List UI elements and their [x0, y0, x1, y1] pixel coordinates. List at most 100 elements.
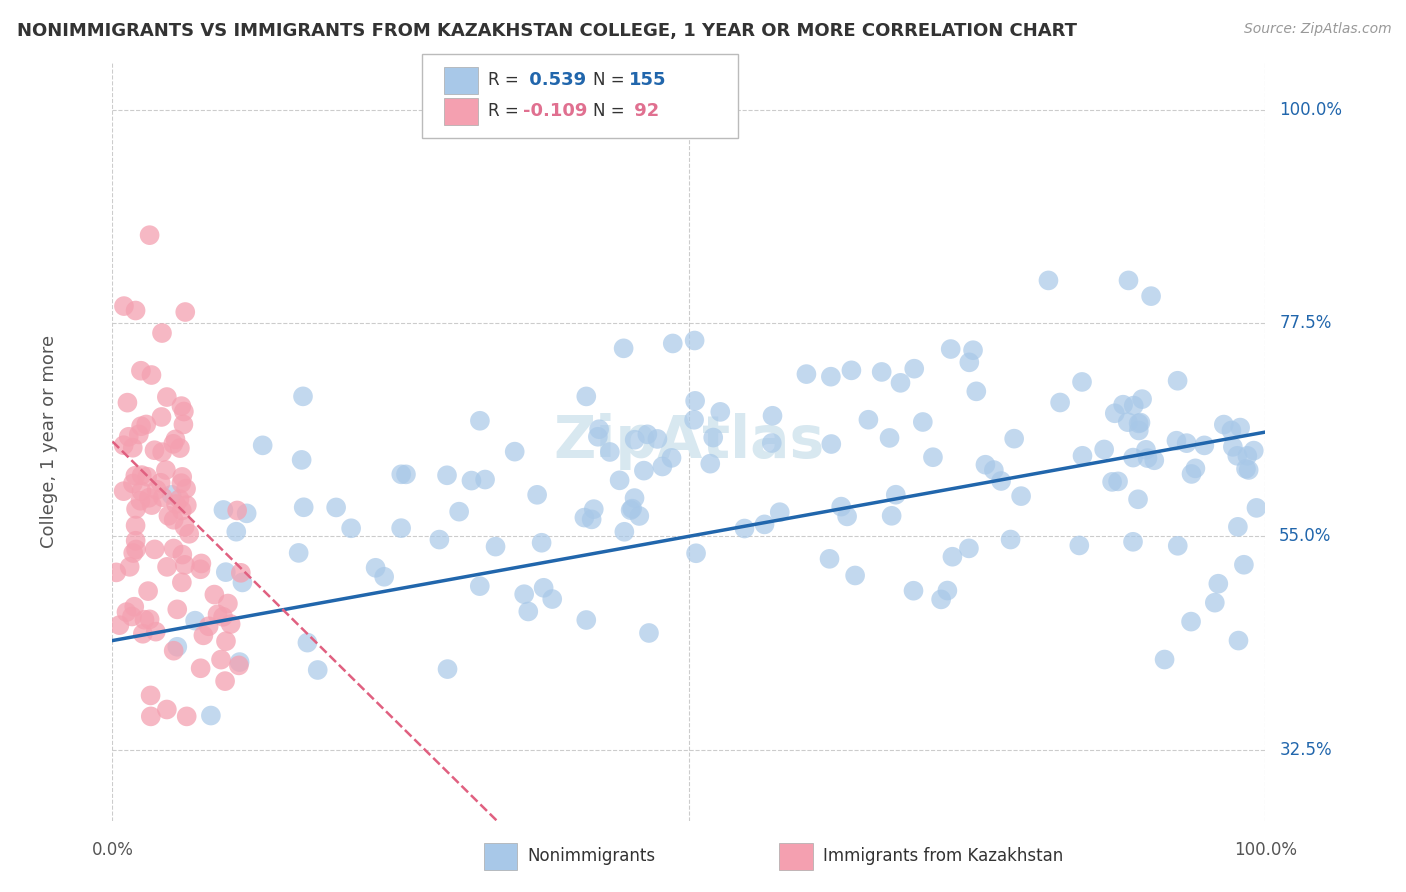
Point: [1204, 596, 1226, 610]
Point: [163, 513, 186, 527]
Point: [143, 542, 166, 557]
Point: [1122, 450, 1144, 465]
Point: [173, 520, 195, 534]
Point: [820, 437, 842, 451]
Point: [1237, 463, 1260, 477]
Point: [170, 399, 193, 413]
Text: 155: 155: [628, 71, 666, 89]
Point: [389, 521, 412, 535]
Point: [1236, 449, 1258, 463]
Point: [820, 369, 842, 384]
Point: [1101, 475, 1123, 489]
Point: [1129, 416, 1152, 430]
Point: [1166, 434, 1188, 448]
Point: [118, 430, 141, 444]
Point: [844, 568, 866, 582]
Point: [121, 609, 143, 624]
Point: [225, 524, 247, 539]
Point: [922, 450, 945, 465]
Point: [1128, 424, 1150, 438]
Point: [170, 503, 193, 517]
Point: [135, 417, 157, 432]
Point: [163, 643, 186, 657]
Point: [1227, 633, 1250, 648]
Text: 92: 92: [628, 103, 659, 120]
Point: [620, 503, 643, 517]
Text: 77.5%: 77.5%: [1279, 314, 1331, 332]
Point: [200, 708, 222, 723]
Point: [699, 457, 721, 471]
Point: [118, 559, 141, 574]
Point: [957, 541, 980, 556]
Point: [929, 592, 952, 607]
Point: [613, 524, 636, 539]
Point: [599, 445, 621, 459]
Point: [292, 500, 315, 515]
Point: [889, 376, 911, 390]
Point: [911, 415, 934, 429]
Point: [661, 450, 683, 465]
Point: [1092, 442, 1115, 457]
Point: [1175, 436, 1198, 450]
Point: [1229, 420, 1251, 434]
Text: College, 1 year or more: College, 1 year or more: [39, 335, 58, 548]
Point: [297, 635, 319, 649]
Point: [129, 364, 152, 378]
Point: [128, 427, 150, 442]
Point: [291, 453, 314, 467]
Point: [633, 464, 655, 478]
Point: [1002, 432, 1025, 446]
Point: [193, 628, 215, 642]
Point: [162, 541, 184, 556]
Point: [124, 518, 146, 533]
Point: [858, 413, 880, 427]
Point: [709, 405, 731, 419]
Point: [143, 443, 166, 458]
Point: [235, 507, 257, 521]
Point: [460, 474, 482, 488]
Point: [190, 562, 212, 576]
Point: [287, 546, 309, 560]
Point: [134, 613, 156, 627]
Point: [903, 361, 925, 376]
Text: 32.5%: 32.5%: [1279, 740, 1331, 758]
Point: [112, 299, 135, 313]
Point: [974, 458, 997, 472]
Point: [879, 431, 901, 445]
Point: [207, 607, 229, 622]
Point: [162, 437, 184, 451]
Point: [124, 303, 146, 318]
Point: [215, 634, 238, 648]
Point: [1167, 539, 1189, 553]
Point: [141, 368, 163, 382]
Point: [190, 661, 212, 675]
Point: [179, 526, 201, 541]
Point: [870, 365, 893, 379]
Point: [215, 565, 238, 579]
Point: [112, 438, 135, 452]
Point: [1246, 500, 1268, 515]
Point: [121, 441, 143, 455]
Text: 100.0%: 100.0%: [1234, 841, 1296, 860]
Point: [1212, 417, 1234, 432]
Point: [197, 619, 219, 633]
Point: [613, 342, 636, 356]
Point: [138, 228, 160, 243]
Point: [139, 689, 162, 703]
Point: [202, 588, 225, 602]
Point: [903, 583, 925, 598]
Point: [231, 575, 253, 590]
Point: [395, 467, 418, 482]
Point: [754, 517, 776, 532]
Point: [683, 413, 706, 427]
Point: [429, 533, 451, 547]
Point: [1128, 417, 1150, 431]
Text: R =: R =: [488, 71, 519, 89]
Point: [638, 626, 661, 640]
Point: [173, 404, 195, 418]
Point: [841, 363, 863, 377]
Point: [1140, 289, 1163, 303]
Point: [170, 476, 193, 491]
Point: [174, 305, 197, 319]
Point: [166, 640, 188, 654]
